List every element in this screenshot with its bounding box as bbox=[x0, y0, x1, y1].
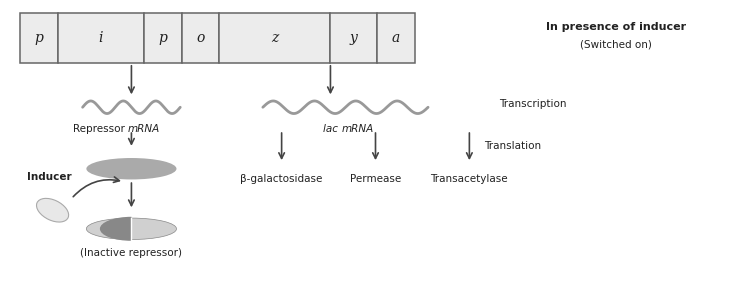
Text: β-galactosidase: β-galactosidase bbox=[240, 174, 323, 184]
Bar bbox=[182, 13, 219, 63]
Text: Transacetylase: Transacetylase bbox=[430, 174, 508, 184]
Bar bbox=[144, 13, 182, 63]
Bar bbox=[219, 13, 330, 63]
Text: Translation: Translation bbox=[484, 141, 541, 151]
Wedge shape bbox=[100, 217, 131, 241]
Text: p: p bbox=[158, 31, 167, 45]
Text: i: i bbox=[99, 31, 103, 45]
Text: mRNA: mRNA bbox=[128, 124, 160, 134]
Text: p: p bbox=[35, 31, 44, 45]
Bar bbox=[20, 13, 58, 63]
Text: y: y bbox=[350, 31, 357, 45]
Text: mRNA: mRNA bbox=[342, 124, 374, 134]
Text: o: o bbox=[196, 31, 205, 45]
Text: (Switched on): (Switched on) bbox=[580, 39, 652, 49]
Bar bbox=[58, 13, 144, 63]
Text: lac: lac bbox=[324, 124, 342, 134]
Ellipse shape bbox=[86, 158, 176, 180]
Text: Permease: Permease bbox=[350, 174, 401, 184]
Text: a: a bbox=[392, 31, 400, 45]
Ellipse shape bbox=[37, 198, 68, 222]
Bar bbox=[330, 13, 377, 63]
Text: z: z bbox=[271, 31, 279, 45]
Text: Repressor: Repressor bbox=[73, 124, 128, 134]
Text: Transcription: Transcription bbox=[499, 100, 567, 109]
Text: In presence of inducer: In presence of inducer bbox=[546, 22, 686, 32]
Text: Inducer: Inducer bbox=[26, 172, 71, 182]
Bar bbox=[377, 13, 415, 63]
Ellipse shape bbox=[86, 218, 176, 240]
Text: (Inactive repressor): (Inactive repressor) bbox=[80, 248, 182, 258]
